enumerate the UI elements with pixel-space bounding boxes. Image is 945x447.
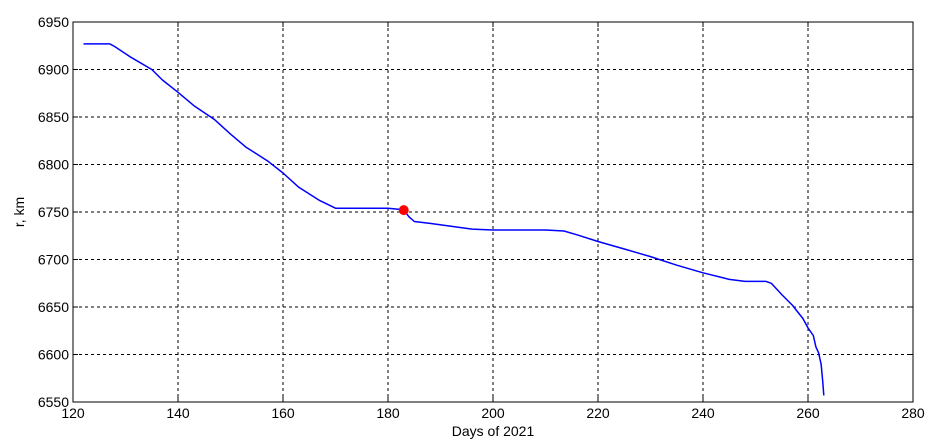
y-tick-label: 6950 xyxy=(38,14,69,30)
y-tick-label: 6900 xyxy=(38,62,69,78)
y-tick-label: 6850 xyxy=(38,109,69,125)
x-tick-label: 260 xyxy=(796,405,820,421)
y-tick-label: 6550 xyxy=(38,394,69,410)
x-tick-label: 280 xyxy=(901,405,925,421)
x-tick-label: 180 xyxy=(376,405,400,421)
x-axis: 120 140 160 180 200 220 240 260 280 xyxy=(61,22,925,421)
y-axis-label: r, km xyxy=(11,197,27,227)
x-tick-label: 120 xyxy=(61,405,85,421)
x-tick-label: 220 xyxy=(586,405,610,421)
x-tick-label: 240 xyxy=(691,405,715,421)
y-tick-label: 6600 xyxy=(38,347,69,363)
y-tick-label: 6800 xyxy=(38,157,69,173)
grid xyxy=(73,22,913,402)
y-axis: 6550 6600 6650 6700 6750 6800 6850 6900 6950 xyxy=(38,14,913,410)
y-tick-label: 6700 xyxy=(38,252,69,268)
series-layer xyxy=(83,43,825,396)
x-tick-label: 200 xyxy=(481,405,505,421)
series-line xyxy=(83,43,825,396)
x-tick-label: 140 xyxy=(166,405,190,421)
y-tick-label: 6650 xyxy=(38,299,69,315)
x-tick-label: 160 xyxy=(271,405,295,421)
event-marker xyxy=(398,205,409,216)
x-axis-label: Days of 2021 xyxy=(452,423,535,439)
y-tick-label: 6750 xyxy=(38,204,69,220)
